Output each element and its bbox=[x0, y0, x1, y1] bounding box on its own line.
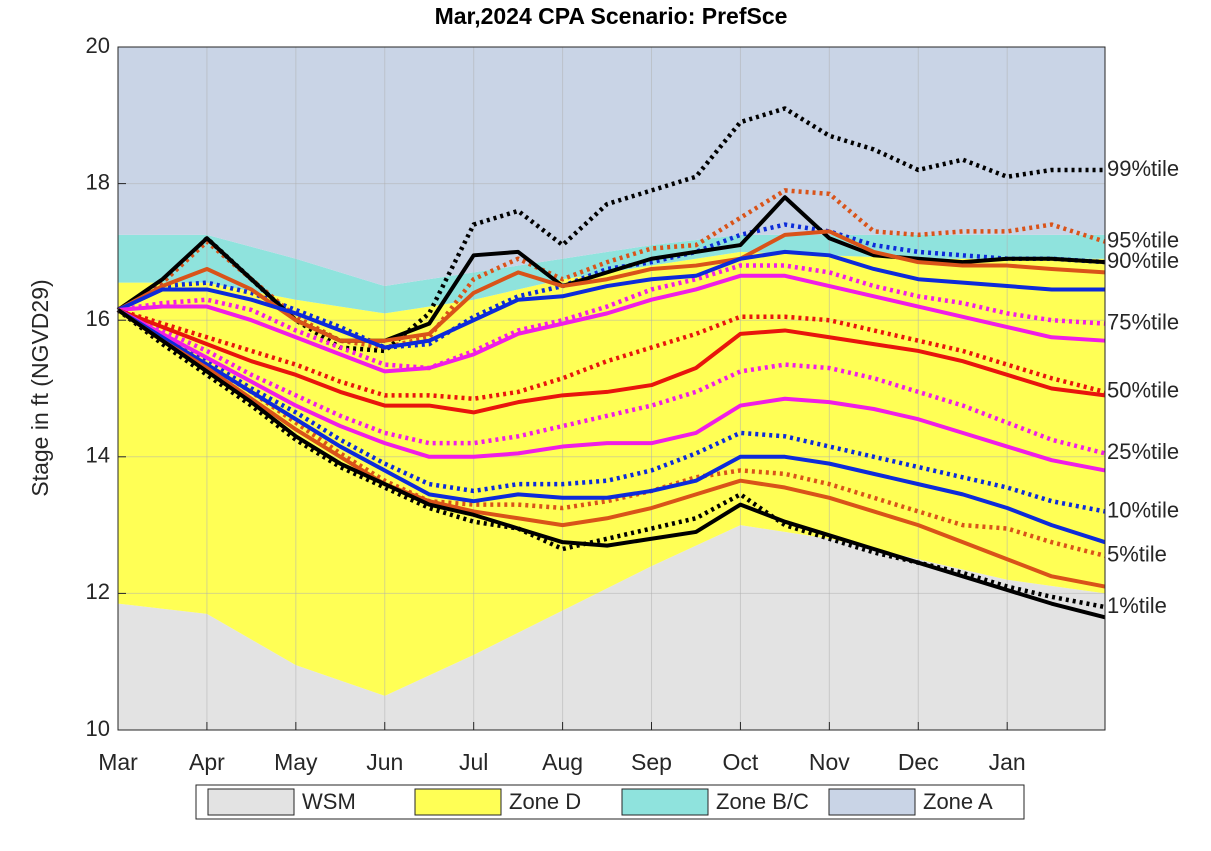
x-tick-label: Jun bbox=[366, 749, 403, 775]
x-tick-label: Mar bbox=[98, 749, 138, 775]
percentile-line bbox=[117, 249, 1105, 350]
percentile-line-dotted bbox=[117, 307, 1106, 401]
percentile-line-dotted bbox=[117, 307, 1106, 456]
x-tick-label: Dec bbox=[898, 749, 939, 775]
x-tick-label: Aug bbox=[542, 749, 583, 775]
chart-title: Mar,2024 CPA Scenario: PrefSce bbox=[435, 3, 788, 29]
y-tick-label: 14 bbox=[86, 443, 110, 468]
legend-swatch bbox=[621, 788, 709, 816]
legend-label: Zone D bbox=[509, 789, 581, 814]
x-tick-label: Sep bbox=[631, 749, 672, 775]
legend-label: WSM bbox=[302, 789, 356, 814]
percentile-line-dotted bbox=[117, 263, 1106, 371]
percentile-label: 50%tile bbox=[1107, 378, 1179, 403]
percentile-line-dotted bbox=[116, 188, 1106, 350]
legend-swatch bbox=[207, 788, 295, 816]
legend-swatch bbox=[828, 788, 916, 816]
percentile-line-dotted bbox=[116, 106, 1105, 354]
percentile-label: 1%tile bbox=[1107, 593, 1167, 618]
percentile-line bbox=[117, 308, 1106, 473]
percentile-line bbox=[116, 195, 1106, 343]
percentile-label: 75%tile bbox=[1107, 309, 1179, 334]
legend-label: Zone B/C bbox=[716, 789, 809, 814]
y-tick-label: 18 bbox=[86, 169, 110, 194]
x-tick-label: Jan bbox=[989, 749, 1026, 775]
legend-swatch bbox=[414, 788, 502, 816]
percentile-label: 99%tile bbox=[1107, 156, 1179, 181]
y-tick-label: 16 bbox=[86, 306, 110, 331]
x-tick-label: Jul bbox=[459, 749, 488, 775]
x-tick-label: Nov bbox=[809, 749, 850, 775]
y-tick-label: 12 bbox=[86, 579, 110, 604]
percentile-line bbox=[117, 273, 1106, 374]
percentile-line bbox=[117, 308, 1106, 415]
x-tick-label: May bbox=[274, 749, 318, 775]
percentile-line bbox=[116, 308, 1106, 545]
x-tick-label: Oct bbox=[723, 749, 759, 775]
zone-area bbox=[118, 234, 1105, 314]
y-tick-label: 20 bbox=[86, 33, 110, 58]
percentile-label: 5%tile bbox=[1107, 542, 1167, 567]
plot-frame bbox=[117, 46, 1106, 731]
percentile-label: 25%tile bbox=[1107, 439, 1179, 464]
x-tick-label: Apr bbox=[189, 749, 225, 775]
percentile-line bbox=[116, 308, 1106, 589]
y-tick-label: 10 bbox=[86, 716, 110, 741]
y-axis-label: Stage in ft (NGVD29) bbox=[27, 279, 53, 496]
percentile-label: 95%tile bbox=[1107, 227, 1179, 252]
legend-label: Zone A bbox=[923, 789, 993, 814]
percentile-label: 10%tile bbox=[1107, 497, 1179, 522]
percentile-label: 90%tile bbox=[1107, 248, 1179, 273]
percentile-line bbox=[116, 308, 1106, 620]
zone-area bbox=[118, 525, 1105, 730]
zone-area bbox=[118, 47, 1105, 287]
